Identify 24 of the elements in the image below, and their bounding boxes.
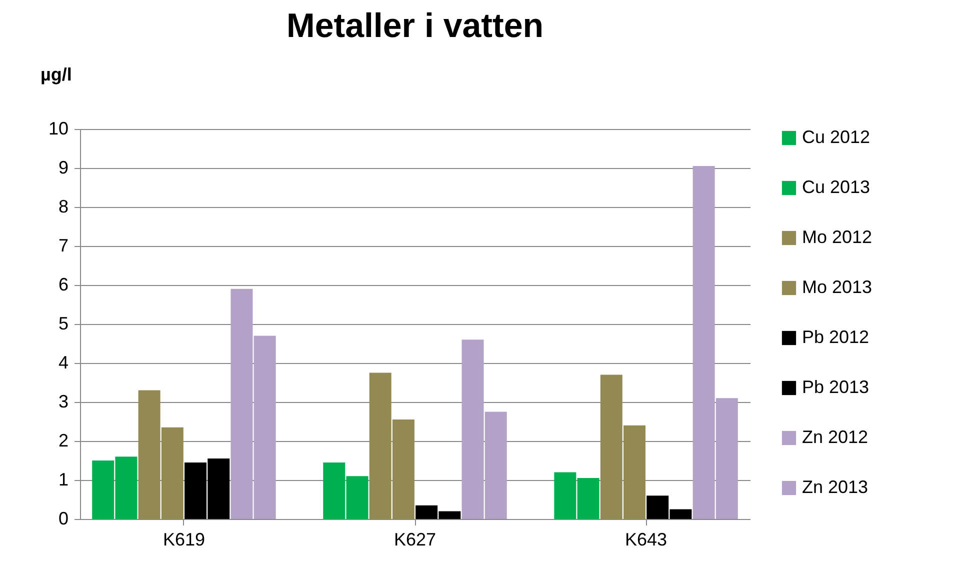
- chart-title: Metaller i vatten: [286, 7, 544, 45]
- legend-label: Zn 2013: [802, 477, 868, 497]
- y-tick-label: 5: [58, 314, 68, 334]
- y-tick-label: 1: [58, 470, 68, 490]
- legend-label: Pb 2013: [802, 377, 870, 397]
- y-tick-label: 3: [58, 392, 68, 412]
- y-tick-label: 10: [48, 118, 68, 138]
- legend-label: Cu 2012: [802, 127, 870, 147]
- y-tick-label: 4: [58, 352, 68, 372]
- y-tick-label: 6: [58, 274, 68, 294]
- y-axis-title: µg/l: [40, 64, 72, 84]
- legend-label: Mo 2012: [802, 227, 872, 247]
- legend-label: Cu 2013: [802, 177, 870, 197]
- x-tick-label: K619: [162, 530, 205, 550]
- x-tick-label: K643: [625, 530, 668, 550]
- x-tick-label: K627: [394, 530, 436, 550]
- y-tick-label: 0: [58, 508, 68, 528]
- y-tick-label: 9: [58, 158, 68, 178]
- legend-label: Zn 2012: [802, 427, 868, 447]
- legend-label: Mo 2013: [802, 277, 872, 297]
- legend-label: Pb 2012: [802, 327, 870, 347]
- y-tick-label: 7: [58, 236, 68, 256]
- y-tick-label: 2: [58, 430, 68, 450]
- y-tick-label: 8: [58, 196, 68, 216]
